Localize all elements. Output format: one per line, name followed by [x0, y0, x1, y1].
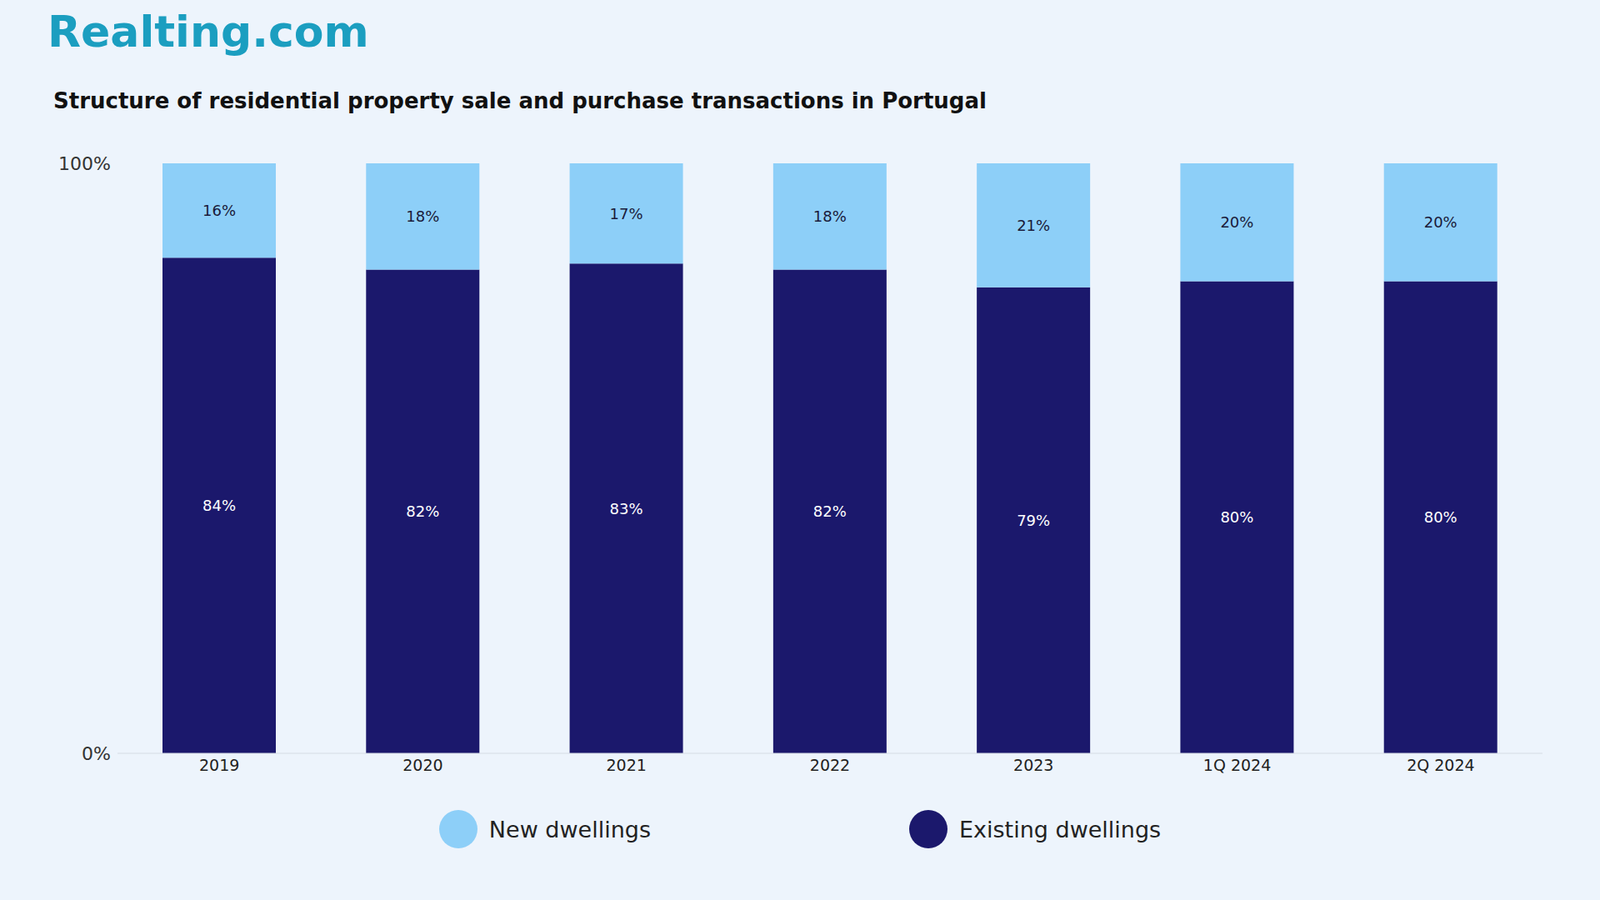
svg-text:0%: 0%	[81, 743, 111, 765]
svg-text:18%: 18%	[813, 207, 847, 225]
svg-text:2021: 2021	[606, 755, 647, 775]
html-text:Existing dwellings: Existing dwellings	[959, 816, 1161, 843]
html-text:Structure of residential prope: Structure of residential property sale a…	[53, 88, 987, 114]
svg-text:83%: 83%	[610, 500, 644, 518]
svg-text:20%: 20%	[1220, 213, 1254, 231]
html-text:New dwellings: New dwellings	[489, 816, 651, 843]
svg-text:79%: 79%	[1016, 511, 1050, 530]
html-text:Realting.com: Realting.com	[47, 6, 369, 57]
svg-text:21%: 21%	[1016, 216, 1050, 235]
svg-text:84%: 84%	[202, 496, 236, 515]
svg-text:1Q 2024: 1Q 2024	[1203, 755, 1271, 775]
svg-text:80%: 80%	[1424, 508, 1458, 526]
svg-text:82%: 82%	[813, 502, 847, 520]
svg-text:2020: 2020	[402, 755, 443, 775]
svg-text:2Q 2024: 2Q 2024	[1406, 755, 1475, 775]
svg-text:2019: 2019	[199, 755, 240, 775]
svg-text:20%: 20%	[1424, 213, 1458, 231]
svg-text:100%: 100%	[58, 153, 111, 175]
svg-text:82%: 82%	[405, 502, 440, 520]
svg-text:2023: 2023	[1013, 755, 1054, 775]
svg-text:16%: 16%	[202, 201, 236, 220]
svg-text:2022: 2022	[810, 755, 850, 775]
svg-text:17%: 17%	[610, 205, 644, 223]
svg-text:18%: 18%	[405, 207, 440, 225]
svg-text:80%: 80%	[1220, 508, 1254, 526]
